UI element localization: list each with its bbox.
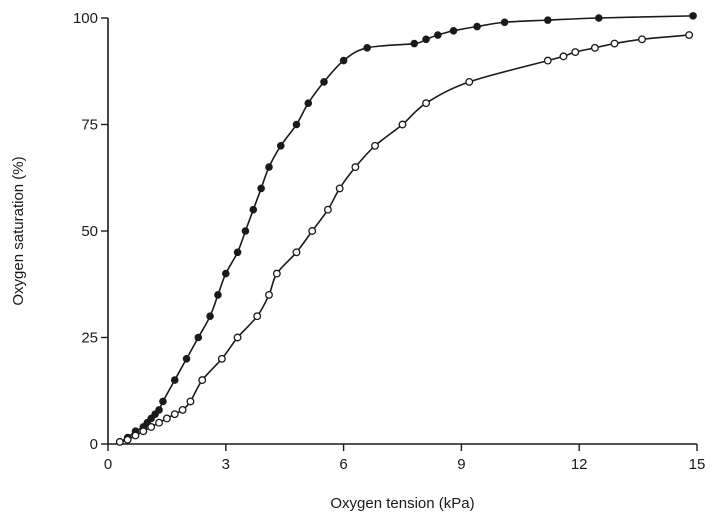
series-filled-point (500, 18, 509, 27)
y-axis-label: Oxygen saturation (%) (10, 156, 27, 305)
series-filled-point (422, 35, 430, 44)
x-tick-label: 12 (571, 456, 588, 473)
x-tick-label: 0 (104, 456, 112, 473)
series-open-point (147, 423, 156, 431)
series-filled-point (170, 376, 179, 384)
series-filled-point (159, 397, 167, 406)
series-open-point (131, 431, 140, 440)
series-open-point (186, 397, 195, 406)
series-filled-point (449, 26, 458, 35)
y-tick-label: 0 (90, 436, 98, 453)
series-filled-point (194, 333, 203, 342)
series-open-point (272, 269, 281, 278)
series-open-point (308, 227, 317, 235)
series-filled-point (434, 31, 442, 39)
series-open-point (139, 427, 148, 436)
series-open-point (559, 52, 568, 61)
series-open-point (323, 205, 332, 214)
x-axis-label: Oxygen tension (kPa) (330, 495, 474, 512)
series-open-point (398, 120, 407, 129)
series-open-point (638, 35, 646, 44)
series-filled-point (265, 163, 273, 171)
series-filled-point (276, 142, 285, 150)
series-filled-point (206, 312, 214, 321)
series-open-point (571, 48, 580, 57)
series-filled-point (473, 22, 481, 31)
series-open-point (170, 410, 179, 419)
axes: 0 3 6 9 12 15 0 25 50 75 100 (73, 10, 705, 473)
series-filled-point (214, 291, 222, 299)
series-filled-point (410, 39, 419, 48)
x-tick-label: 15 (689, 456, 706, 473)
series-open-point (253, 312, 262, 321)
series-filled-point (339, 56, 348, 65)
series-filled-point (222, 269, 230, 278)
curves (119, 15, 694, 443)
series-filled-point (320, 78, 328, 86)
series-open-point (115, 437, 124, 446)
series-filled-point (257, 184, 265, 193)
series-open-point (123, 435, 132, 444)
series-open-point (371, 141, 379, 150)
series-open-point (351, 163, 360, 172)
y-tick-label: 50 (81, 223, 98, 240)
series-open-point (198, 376, 207, 385)
series-open-point (162, 414, 171, 423)
series-filled-point (233, 248, 242, 257)
series-filled-curve (119, 15, 694, 443)
series-open-point (233, 333, 242, 342)
series-open-point (155, 418, 163, 427)
x-tick-label: 9 (457, 456, 465, 473)
series-filled-point (182, 355, 191, 363)
data-points (115, 12, 697, 446)
series-open-point (685, 31, 694, 39)
series-open-point (217, 354, 226, 363)
y-tick-label: 25 (81, 330, 98, 347)
series-filled-point (363, 44, 371, 52)
series-filled-point (304, 99, 313, 107)
series-filled-point (241, 227, 250, 235)
series-open-point (178, 405, 187, 414)
series-filled-point (689, 12, 697, 20)
series-open-point (610, 39, 619, 48)
series-filled-point (249, 205, 258, 214)
series-open-point (265, 290, 273, 299)
series-open-point (292, 248, 301, 257)
series-filled-point (292, 120, 301, 129)
series-open-point (465, 77, 474, 86)
series-open-point (543, 56, 552, 65)
x-tick-label: 6 (339, 456, 347, 473)
series-filled-point (155, 406, 163, 414)
series-open-point (335, 184, 344, 193)
series-open-point (422, 99, 431, 108)
x-tick-label: 3 (222, 456, 230, 473)
y-tick-label: 100 (73, 10, 98, 27)
series-filled-point (543, 16, 552, 24)
series-open-point (590, 43, 599, 52)
y-tick-label: 75 (81, 117, 98, 134)
series-filled-point (595, 14, 603, 22)
